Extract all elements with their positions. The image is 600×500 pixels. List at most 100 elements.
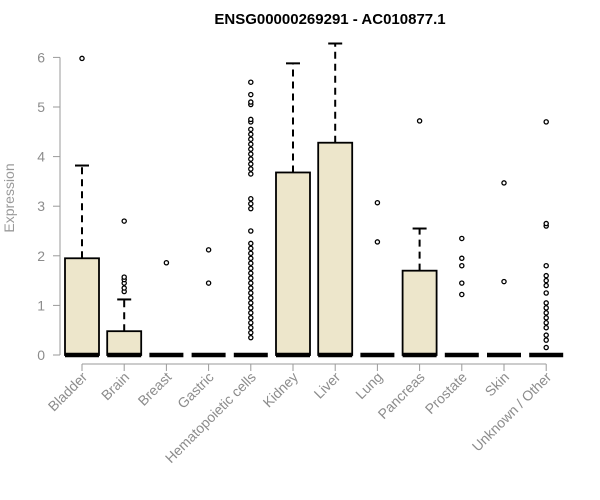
x-tick-label: Unknown / Other xyxy=(469,369,555,455)
box-body xyxy=(64,257,100,356)
outlier-point xyxy=(248,205,254,212)
x-tick-label: Liver xyxy=(311,369,344,402)
outlier-point xyxy=(248,329,254,336)
outlier-point xyxy=(543,310,549,316)
outlier-point xyxy=(248,295,254,301)
outlier-point xyxy=(543,262,549,269)
box-gastric xyxy=(191,247,226,358)
outlier-point xyxy=(248,79,254,85)
outlier-point xyxy=(459,255,465,262)
y-tick-label: 2 xyxy=(37,248,45,264)
outlier-point xyxy=(248,131,254,138)
box-series xyxy=(64,42,564,358)
outlier-point xyxy=(248,161,254,167)
outlier-point xyxy=(248,245,254,252)
outlier-point xyxy=(248,275,254,281)
x-tick-label: Brain xyxy=(98,369,132,403)
box-unknown-other xyxy=(529,119,564,358)
outlier-point xyxy=(501,180,507,186)
x-tick-label: Kidney xyxy=(260,369,302,411)
box-kidney xyxy=(275,62,311,358)
box-body xyxy=(275,171,311,356)
outlier-point xyxy=(248,300,254,306)
y-tick-label: 5 xyxy=(37,99,45,115)
outlier-point xyxy=(248,320,254,326)
outlier-point xyxy=(374,239,381,245)
box-lung xyxy=(360,199,395,358)
outlier-point xyxy=(501,278,507,285)
outlier-point xyxy=(79,55,85,62)
outlier-point xyxy=(248,136,254,142)
outlier-point xyxy=(543,332,549,338)
outlier-point xyxy=(543,272,549,279)
outlier-point xyxy=(543,344,549,351)
box-body xyxy=(106,330,143,356)
outlier-point xyxy=(459,280,465,286)
x-tick-label: Bladder xyxy=(45,369,91,415)
outlier-point xyxy=(248,171,254,177)
outlier-point xyxy=(248,285,254,291)
outlier-point xyxy=(248,240,254,247)
box-pancreas xyxy=(401,118,438,358)
y-axis-label: Expression xyxy=(1,163,17,232)
box-prostate xyxy=(444,235,479,358)
box-liver xyxy=(317,42,354,358)
box-breast xyxy=(149,259,184,358)
outlier-point xyxy=(248,196,254,202)
outlier-point xyxy=(248,156,254,162)
outlier-point xyxy=(248,334,254,341)
outlier-point xyxy=(543,305,549,311)
box-brain xyxy=(106,218,143,358)
outlier-point xyxy=(248,260,254,266)
outlier-point xyxy=(121,274,127,280)
outlier-point xyxy=(248,250,254,257)
outlier-point xyxy=(543,300,549,306)
x-tick-label: Prostate xyxy=(422,369,470,417)
box-bladder xyxy=(64,55,100,358)
y-tick-label: 4 xyxy=(37,149,45,165)
y-tick-label: 3 xyxy=(37,198,45,214)
outlier-point xyxy=(248,290,254,296)
outlier-point xyxy=(543,324,549,331)
outlier-point xyxy=(248,280,254,286)
outlier-point xyxy=(416,118,423,124)
outlier-point xyxy=(248,270,254,276)
y-tick-label: 6 xyxy=(37,49,45,65)
outlier-point xyxy=(248,315,254,321)
y-tick-label: 0 xyxy=(37,347,45,363)
outlier-point xyxy=(543,320,549,326)
outlier-point xyxy=(543,220,549,227)
outlier-point xyxy=(248,324,254,331)
outlier-point xyxy=(248,228,254,234)
outlier-point xyxy=(543,315,549,321)
outlier-point xyxy=(543,282,549,289)
outlier-point xyxy=(163,259,170,266)
box-body xyxy=(401,269,438,356)
outlier-point xyxy=(248,116,254,123)
box-hematopoietic-cells xyxy=(233,79,268,358)
box-skin xyxy=(487,180,521,358)
outlier-point xyxy=(248,265,254,271)
outlier-point xyxy=(459,291,465,298)
outlier-point xyxy=(121,285,127,291)
outlier-point xyxy=(121,218,127,224)
outlier-point xyxy=(543,337,549,343)
outlier-point xyxy=(248,310,254,316)
outlier-point xyxy=(205,247,212,253)
outlier-point xyxy=(459,235,465,242)
outlier-point xyxy=(543,119,549,125)
outlier-point xyxy=(205,280,212,286)
outlier-point xyxy=(248,99,254,105)
outlier-point xyxy=(248,200,254,207)
x-tick-label: Breast xyxy=(135,369,175,409)
box-body xyxy=(317,141,354,356)
outlier-point xyxy=(248,151,254,157)
outlier-point xyxy=(248,305,254,311)
x-tick-label: Skin xyxy=(482,369,513,400)
outlier-point xyxy=(248,126,254,133)
outlier-point xyxy=(248,141,254,147)
outlier-point xyxy=(248,166,254,172)
chart-title: ENSG00000269291 - AC010877.1 xyxy=(214,11,445,28)
